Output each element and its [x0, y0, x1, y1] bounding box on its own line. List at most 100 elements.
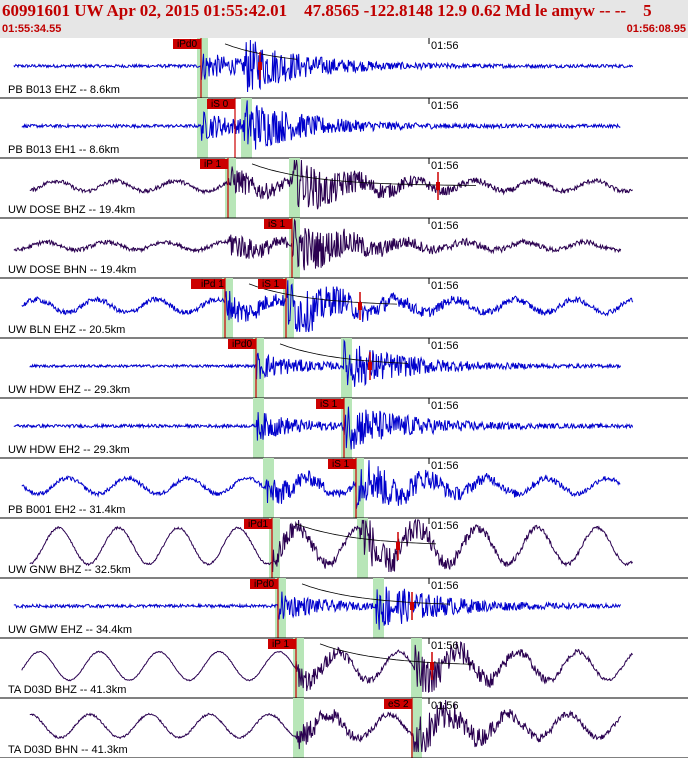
duration-marker-box	[258, 62, 262, 70]
trace-8: iPd1 01:56 UW GNW BHZ -- 32.5km	[0, 518, 688, 579]
time-tick-label: 01:56	[431, 400, 459, 412]
pick-label: eS 2	[388, 699, 409, 710]
header-bar: 60991601 UW Apr 02, 2015 01:55:42.01 47.…	[0, 0, 688, 38]
time-tick-label: 01:56	[431, 280, 459, 292]
pick-label: iP 1	[204, 159, 221, 170]
station-label: UW HDW EHZ -- 29.3km	[8, 384, 130, 396]
duration-marker-box	[430, 662, 434, 670]
waveform	[29, 699, 622, 753]
trace-3: iS 1 01:56 UW DOSE BHN -- 19.4km	[0, 218, 688, 279]
station-label: TA D03D BHN -- 41.3km	[8, 744, 128, 756]
coda-curve	[224, 43, 298, 60]
coda-curve	[319, 643, 473, 665]
pick-flag	[264, 219, 292, 229]
waveform	[13, 406, 634, 450]
pick-flag	[250, 579, 278, 589]
pick-label: iS 1	[262, 279, 280, 290]
waveform	[13, 39, 634, 93]
waveform	[21, 641, 633, 693]
pick-window	[269, 518, 280, 578]
pick-label: iS 0	[211, 99, 229, 110]
pick-flag	[258, 279, 286, 289]
pick-flag	[200, 159, 228, 169]
trace-10: iP 1 01:56 TA D03D BHZ -- 41.3km	[0, 638, 688, 699]
pick-flag	[207, 99, 235, 109]
waveform	[21, 100, 621, 150]
station-label: UW DOSE BHN -- 19.4km	[8, 264, 136, 276]
time-tick-label: 01:56	[431, 700, 459, 712]
duration-marker-box	[368, 362, 372, 370]
pick-window	[293, 698, 304, 758]
pick-flag	[244, 519, 272, 529]
time-tick-label: 01:56	[431, 100, 459, 112]
pick-label: iS 1	[268, 219, 286, 230]
pick-window	[263, 458, 274, 518]
start-time: 01:55:34.55	[2, 23, 62, 35]
pick-label: iPd1	[248, 519, 268, 530]
pick-window	[253, 338, 264, 398]
waveform	[21, 460, 621, 509]
time-tick-label: 01:56	[431, 40, 459, 52]
station-label: PB B013 EH1 -- 8.6km	[8, 144, 119, 156]
event-title: 60991601 UW Apr 02, 2015 01:55:42.01 47.…	[2, 1, 652, 20]
waveform	[21, 280, 634, 333]
pick-window	[289, 158, 300, 218]
time-tick-label: 01:56	[431, 520, 459, 532]
end-time: 01:56:08.95	[626, 23, 686, 35]
duration-marker-box	[396, 542, 400, 550]
trace-11: eS 2 01:56 TA D03D BHN -- 41.3km	[0, 698, 688, 758]
pick-flag	[268, 639, 296, 649]
waveform	[13, 218, 622, 271]
time-tick-label: 01:56	[431, 160, 459, 172]
station-label: TA D03D BHZ -- 41.3km	[8, 684, 126, 696]
pick-window	[357, 518, 368, 578]
station-label: UW HDW EH2 -- 29.3km	[8, 444, 130, 456]
pick-window	[253, 398, 264, 458]
station-label: UW GNW BHZ -- 32.5km	[8, 564, 131, 576]
time-tick-label: 01:56	[431, 220, 459, 232]
time-tick-label: 01:56	[431, 340, 459, 352]
pick-label: iP 1	[272, 639, 289, 650]
pick-flag	[316, 399, 344, 409]
time-tick-label: 01:56	[431, 580, 459, 592]
trace-0: iPd0 01:56 PB B013 EHZ -- 8.6km	[0, 38, 688, 99]
trace-2: iP 1 01:56 UW DOSE BHZ -- 19.4km	[0, 158, 688, 219]
seismogram-plot: iPd0 01:56 PB B013 EHZ -- 8.6km iS 0 01:56 PB…	[0, 38, 688, 758]
duration-marker-box	[358, 302, 362, 310]
trace-7: iS 1 01:56 PB B001 EH2 -- 31.4km	[0, 458, 688, 519]
pick-flag	[384, 699, 412, 709]
pick-label: iS 1	[320, 399, 338, 410]
coda-curve	[295, 523, 437, 545]
waveform	[13, 586, 622, 630]
trace-1: iS 0 01:56 PB B013 EH1 -- 8.6km	[0, 98, 688, 159]
waveform	[29, 518, 633, 573]
pick-flag	[191, 279, 225, 289]
station-label: UW GMW EHZ -- 34.4km	[8, 624, 132, 636]
pick-window	[373, 578, 384, 638]
pick-label: iPd0	[232, 339, 252, 350]
pick-flag	[328, 459, 356, 469]
pick-label: iPd 1	[201, 279, 224, 290]
trace-6: iS 1 01:56 UW HDW EH2 -- 29.3km	[0, 398, 688, 459]
station-label: PB B001 EH2 -- 31.4km	[8, 504, 125, 516]
station-label: UW BLN EHZ -- 20.5km	[8, 324, 125, 336]
trace-9: iPd0 01:56 UW GMW EHZ -- 34.4km	[0, 578, 688, 639]
time-tick-label: 01:56	[431, 640, 459, 652]
pick-label: iPd0	[254, 579, 274, 590]
pick-window	[289, 218, 300, 278]
waveform	[29, 159, 633, 210]
time-tick-label: 01:56	[431, 460, 459, 472]
coda-curve	[301, 583, 451, 605]
pick-window	[353, 458, 364, 518]
station-label: PB B013 EHZ -- 8.6km	[8, 84, 120, 96]
pick-label: iS 1	[332, 459, 350, 470]
pick-label: iPd0	[177, 39, 197, 50]
coda-curve	[279, 343, 409, 364]
trace-4: iPd 1 iS 1 01:56 UW BLN EHZ -- 20.5km	[0, 278, 688, 339]
pick-flag	[228, 339, 256, 349]
pick-window	[225, 158, 236, 218]
pick-window	[241, 98, 252, 158]
waveform	[29, 339, 622, 387]
pick-window	[341, 398, 352, 458]
trace-5: iPd0 01:56 UW HDW EHZ -- 29.3km	[0, 338, 688, 399]
